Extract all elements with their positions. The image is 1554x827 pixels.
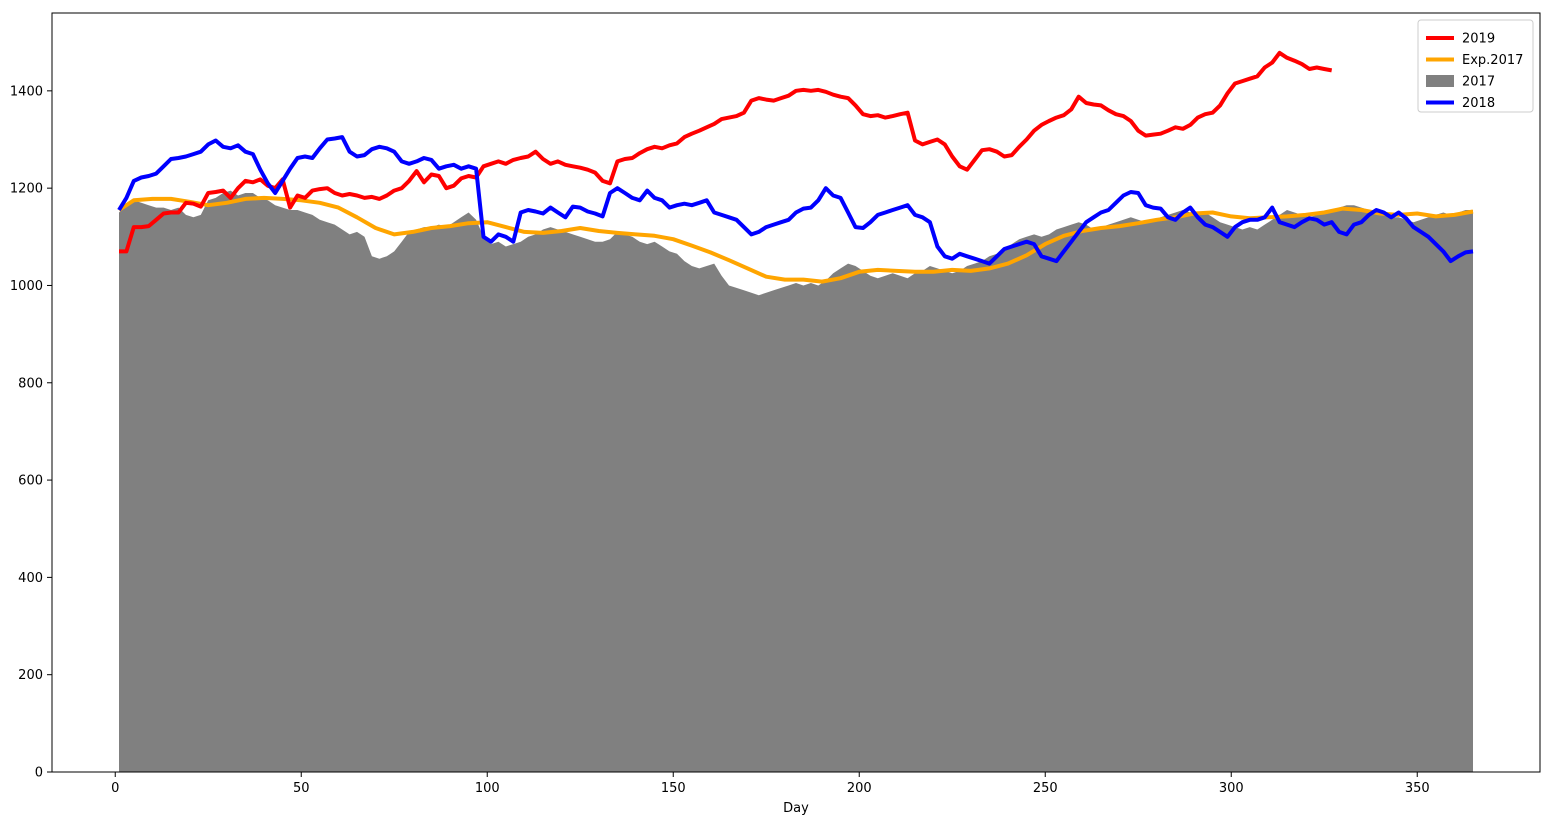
plot-frame (51, 12, 1541, 773)
y-tick-label: 600 (18, 474, 43, 489)
x-tick-label: 0 (111, 781, 119, 796)
plot-content (117, 50, 1474, 773)
x-tick-label: 300 (1219, 781, 1244, 796)
legend-label-2017: 2017 (1462, 75, 1495, 90)
x-tick-label: 150 (661, 781, 686, 796)
x-tick-label: 350 (1405, 781, 1430, 796)
series-line-2018 (117, 135, 1474, 266)
legend-label-2019: 2019 (1462, 32, 1495, 47)
x-tick-label: 250 (1033, 781, 1058, 796)
legend-label-2018: 2018 (1462, 96, 1495, 111)
x-tick-label: 100 (475, 781, 500, 796)
legend-swatch-2017 (1426, 75, 1454, 87)
legend-box (1417, 19, 1534, 113)
legend-label-exp-2017: Exp.2017 (1462, 53, 1523, 68)
y-tick-label: 1000 (10, 279, 43, 294)
y-tick-label: 400 (18, 571, 43, 586)
y-tick-label: 1200 (10, 182, 43, 197)
series-line-2019 (119, 50, 1333, 254)
x-tick-label: 50 (293, 781, 310, 796)
series-line-exp-2017 (117, 195, 1474, 284)
y-tick-label: 0 (35, 766, 43, 781)
y-tick-label: 800 (18, 376, 43, 391)
y-axis: 0 200 400 600 800 1000 1200 1400 (10, 84, 52, 781)
legend: 2019 Exp.2017 2017 2018 (1417, 19, 1534, 113)
y-tick-label: 1400 (10, 84, 43, 99)
y-tick-label: 200 (18, 668, 43, 683)
x-axis-label: Day (783, 801, 809, 816)
x-tick-label: 200 (847, 781, 872, 796)
x-axis: 0 50 100 150 200 250 300 350 (111, 772, 1430, 796)
series-area-2017 (119, 190, 1473, 773)
